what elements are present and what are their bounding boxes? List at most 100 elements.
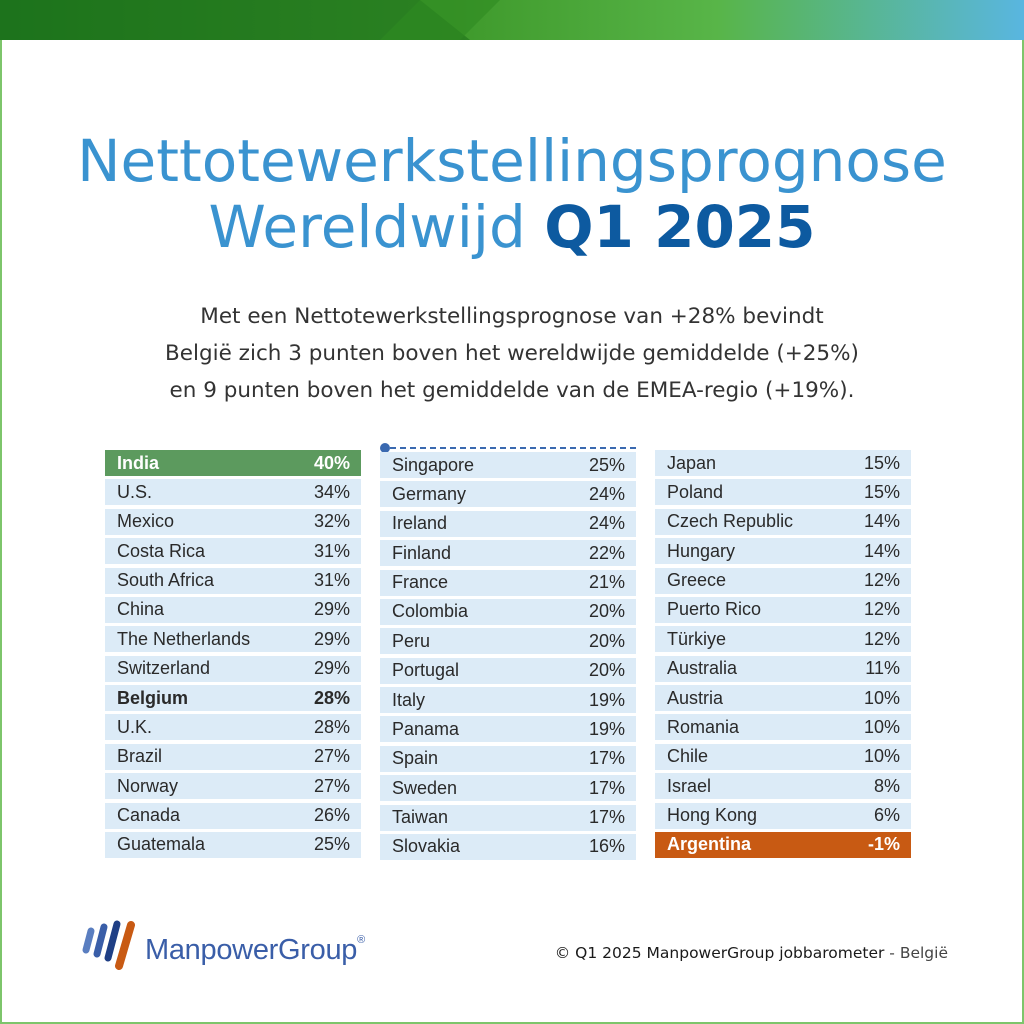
table-row: Mexico 32%: [105, 508, 361, 535]
outlook-value: 15%: [863, 452, 900, 473]
outlook-value: 31%: [313, 540, 350, 561]
outlook-value: 24%: [588, 513, 625, 534]
outlook-value: 27%: [313, 746, 350, 767]
table-row: Panama 19%: [380, 716, 636, 743]
table-row: Greece 12%: [655, 567, 911, 594]
manpowergroup-logo: ManpowerGroup®: [145, 934, 365, 967]
page-title-line-2: Wereldwijd Q1 2025: [0, 198, 1024, 256]
table-row: Israel 8%: [655, 773, 911, 800]
outlook-value: 11%: [865, 658, 900, 679]
logo-name: ManpowerGroup: [145, 934, 358, 966]
outlook-value: 22%: [588, 542, 625, 563]
country-name: Canada: [117, 805, 181, 825]
country-name: The Netherlands: [117, 628, 251, 649]
intro-line-3: en 9 punten boven het gemiddelde van de …: [169, 378, 855, 403]
outlook-value: 17%: [588, 807, 625, 827]
country-name: Hungary: [667, 540, 736, 561]
table-row: Colombia 20%: [380, 598, 636, 625]
table-row: Spain 17%: [380, 745, 636, 772]
outlook-value: 20%: [588, 601, 625, 622]
registered-mark: ®: [357, 934, 365, 946]
table-row: Austria 10%: [655, 685, 911, 711]
intro-text: Met een Nettotewerkstellingsprognose van…: [0, 298, 1024, 409]
country-name: Japan: [667, 452, 717, 473]
table-row: The Netherlands 29%: [105, 626, 361, 653]
outlook-value: 29%: [313, 599, 350, 620]
country-name: Poland: [667, 481, 724, 502]
table-row: Puerto Rico 12%: [655, 596, 911, 623]
country-name: Australia: [667, 658, 738, 679]
table-row: Italy 19%: [380, 687, 636, 713]
table-row: U.S. 34%: [105, 479, 361, 506]
country-name: Switzerland: [117, 658, 211, 679]
country-name: Colombia: [392, 601, 469, 622]
credit-region: België: [899, 944, 948, 962]
table-row: India 40%: [105, 450, 361, 476]
country-name: Panama: [392, 718, 460, 739]
table-row: Poland 15%: [655, 479, 911, 506]
table-row: Switzerland 29%: [105, 655, 361, 682]
country-name: France: [392, 572, 449, 592]
table-row: Ireland 24%: [380, 510, 636, 537]
table-row: Belgium 28%: [105, 685, 361, 711]
outlook-value: 28%: [313, 687, 350, 708]
outlook-value: 16%: [588, 836, 625, 857]
table-row: Australia 11%: [655, 655, 911, 682]
table-row: China 29%: [105, 596, 361, 623]
outlook-value: 32%: [313, 511, 350, 532]
outlook-value: 19%: [588, 718, 625, 739]
country-name: Austria: [667, 687, 724, 708]
outlook-value: 27%: [313, 775, 350, 796]
country-name: Costa Rica: [117, 540, 206, 561]
table-row: Brazil 27%: [105, 743, 361, 770]
country-name: Sweden: [392, 777, 458, 798]
intro-line-2: België zich 3 punten boven het wereldwij…: [165, 341, 859, 366]
country-name: Brazil: [117, 746, 163, 767]
country-name: Germany: [392, 483, 467, 504]
table-row: Portugal 20%: [380, 657, 636, 684]
country-name: Greece: [667, 570, 727, 590]
table-row: Norway 27%: [105, 773, 361, 800]
country-name: Peru: [392, 630, 431, 651]
outlook-value: 8%: [873, 775, 900, 796]
outlook-value: 26%: [313, 805, 350, 825]
country-name: Guatemala: [117, 834, 206, 855]
outlook-value: 15%: [863, 481, 900, 502]
table-row: Taiwan 17%: [380, 804, 636, 831]
country-name: Israel: [667, 775, 712, 796]
country-column-2: Singapore 25% Germany 24% Ireland 24% Finland 2…: [380, 452, 636, 863]
table-row: Argentina -1%: [655, 831, 911, 858]
outlook-value: 14%: [863, 540, 900, 561]
country-name: Singapore: [392, 454, 475, 475]
table-row: Slovakia 16%: [380, 833, 636, 860]
country-column-1: India 40% U.S. 34% Mexico 32% Costa Rica 31% Sou…: [105, 450, 361, 861]
outlook-value: 10%: [863, 746, 900, 767]
table-row: Romania 10%: [655, 714, 911, 741]
country-name: India: [117, 452, 160, 473]
outlook-value: 29%: [313, 628, 350, 649]
outlook-value: 20%: [588, 630, 625, 651]
table-row: Sweden 17%: [380, 775, 636, 802]
header-gradient-banner: [0, 0, 1024, 40]
country-name: Mexico: [117, 511, 175, 532]
country-name: Slovakia: [392, 836, 461, 857]
country-name: U.S.: [117, 481, 153, 502]
table-row: Germany 24%: [380, 481, 636, 508]
outlook-value: 29%: [313, 658, 350, 679]
country-name: Belgium: [117, 687, 189, 708]
table-row: Czech Republic 14%: [655, 508, 911, 535]
divider-dot-icon: [380, 443, 390, 453]
country-name: Czech Republic: [667, 511, 794, 532]
country-name: China: [117, 599, 165, 620]
country-name: Ireland: [392, 513, 448, 534]
country-name: Puerto Rico: [667, 599, 762, 620]
outlook-value: 34%: [313, 481, 350, 502]
outlook-value: 25%: [313, 834, 350, 855]
country-name: Italy: [392, 689, 426, 710]
country-name: Spain: [392, 748, 439, 769]
table-row: Finland 22%: [380, 540, 636, 567]
table-row: South Africa 31%: [105, 567, 361, 594]
outlook-value: 25%: [588, 454, 625, 475]
credit-text: © Q1 2025 ManpowerGroup jobbarometer: [554, 944, 885, 962]
outlook-value: 31%: [313, 570, 350, 590]
